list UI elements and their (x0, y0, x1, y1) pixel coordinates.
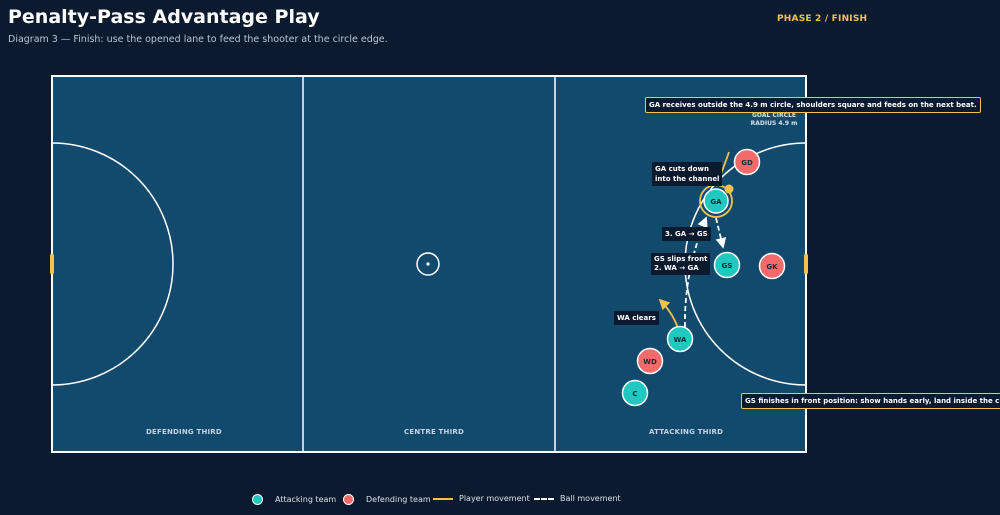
player-gd: GD (733, 148, 761, 176)
pass-ga-to-gs (715, 217, 727, 249)
legend-player-movement: Player movement (433, 494, 530, 503)
callout-pass-3: 3. GA → GS (662, 227, 711, 241)
player-wd: WD (636, 347, 664, 375)
player-label-ga: GA (710, 198, 722, 206)
legend-defending: Defending team (343, 494, 431, 505)
callout-ga-cuts: GA cuts down into the channel (652, 162, 723, 186)
goal-post-left (50, 254, 54, 274)
callout-ga-receives: GA receives outside the 4.9 m circle, sh… (645, 97, 981, 113)
player-gk: GK (758, 252, 786, 280)
legend-defending-swatch (343, 494, 354, 505)
legend-attacking: Attacking team (252, 494, 336, 505)
phase-indicator: PHASE 2 / FINISH (777, 14, 868, 24)
centre-dot (426, 262, 430, 266)
ball-icon (724, 184, 734, 194)
goal-post-right (804, 254, 808, 274)
page-title: Penalty-Pass Advantage Play (8, 6, 320, 28)
player-c: C (621, 379, 649, 407)
goal-circle-label: GOAL CIRCLE RADIUS 4.9 m (748, 112, 800, 128)
callout-ga-cuts-line-1: GA cuts down (655, 165, 709, 173)
third-label-attacking: ATTACKING THIRD (649, 428, 724, 436)
legend-attacking-label: Attacking team (275, 495, 337, 504)
player-ga: GA (703, 188, 729, 214)
callout-wa-clears: WA clears (614, 311, 659, 325)
callout-gs-finishes: GS finishes in front position: show hand… (741, 393, 1000, 409)
goal-circle-label-line-1: GOAL CIRCLE (751, 112, 796, 119)
third-label-defending: DEFENDING THIRD (146, 428, 222, 436)
legend-ball-movement-swatch (534, 497, 554, 500)
wa-clear-path (658, 298, 679, 329)
legend-player-movement-swatch (433, 497, 453, 500)
callout-gs-slips-line: GS slips front (654, 255, 708, 263)
goal-circle-label-line-2: RADIUS 4.9 m (750, 120, 798, 127)
player-label-wa: WA (674, 336, 687, 344)
legend-attacking-swatch (252, 494, 263, 505)
goal-circle-left (52, 142, 174, 386)
legend-defending-label: Defending team (366, 495, 431, 504)
player-wa: WA (666, 325, 694, 353)
callout-pass-2: 2. WA → GA (654, 264, 699, 272)
third-label-centre: CENTRE THIRD (404, 428, 464, 436)
player-label-gs: GS (722, 262, 733, 270)
player-label-gk: GK (766, 263, 778, 271)
centre-circle (416, 252, 440, 276)
player-label-gd: GD (741, 159, 753, 167)
legend-player-movement-label: Player movement (459, 494, 530, 503)
player-label-c: C (632, 390, 637, 398)
legend-ball-movement: Ball movement (534, 494, 621, 503)
callout-ga-cuts-line-2: into the channel (655, 175, 720, 183)
page-subtitle: Diagram 3 — Finish: use the opened lane … (8, 34, 388, 45)
callout-gs-slips: GS slips front 2. WA → GA (651, 253, 711, 275)
player-label-wd: WD (643, 358, 657, 366)
legend-ball-movement-label: Ball movement (560, 494, 621, 503)
player-gs: GS (713, 251, 741, 279)
